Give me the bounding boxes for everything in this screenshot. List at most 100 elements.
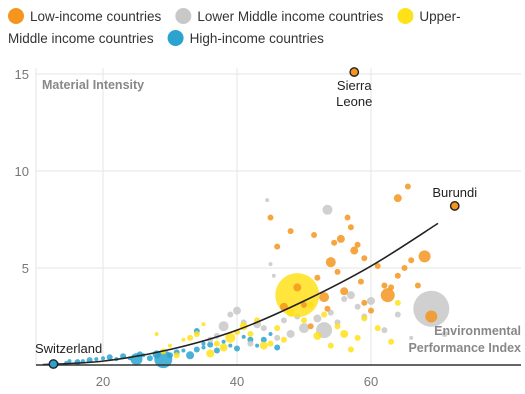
legend-marker-low bbox=[8, 8, 24, 24]
lower-point bbox=[381, 327, 388, 334]
low-point bbox=[374, 263, 381, 270]
upper-point bbox=[173, 352, 180, 359]
low-point bbox=[301, 301, 307, 308]
upper-point bbox=[206, 349, 215, 358]
upper-point bbox=[354, 334, 361, 341]
upper-point bbox=[307, 301, 314, 308]
lower-point bbox=[322, 204, 333, 215]
high-point bbox=[201, 345, 206, 350]
low-point bbox=[357, 278, 364, 285]
low-point bbox=[319, 292, 330, 303]
high-point bbox=[67, 359, 72, 364]
upper-point bbox=[213, 340, 220, 347]
annotation-label: Burundi bbox=[432, 185, 477, 200]
upper-point bbox=[347, 346, 354, 353]
upper-point bbox=[267, 340, 274, 347]
legend-label-upper_cont: Middle income countries bbox=[8, 31, 154, 46]
upper-point bbox=[247, 330, 254, 337]
legend-label-upper: Upper- bbox=[419, 9, 460, 24]
low-point bbox=[267, 214, 274, 221]
legend-marker-upper bbox=[397, 8, 414, 24]
high-point bbox=[241, 334, 246, 339]
high-point bbox=[274, 344, 281, 351]
lower-point bbox=[227, 311, 234, 318]
low-point bbox=[393, 194, 402, 203]
upper-point bbox=[201, 322, 206, 327]
upper-point bbox=[181, 337, 186, 342]
upper-point bbox=[259, 341, 268, 350]
upper-point bbox=[193, 330, 200, 337]
legend-marker-high bbox=[167, 30, 184, 46]
lower-point bbox=[218, 321, 229, 332]
high-point bbox=[167, 352, 173, 359]
x-tick-label: 40 bbox=[230, 374, 244, 389]
low-point bbox=[324, 305, 331, 312]
high-point bbox=[101, 356, 105, 361]
high-point bbox=[260, 336, 267, 343]
lower-point bbox=[280, 317, 287, 324]
upper-point bbox=[219, 343, 228, 352]
trend-curve bbox=[42, 222, 439, 366]
high-point bbox=[106, 354, 113, 361]
high-point bbox=[181, 348, 186, 353]
upper-point bbox=[280, 336, 287, 343]
low-point bbox=[331, 239, 338, 246]
low-point bbox=[325, 257, 336, 268]
gridlines bbox=[35, 68, 521, 365]
lower-point bbox=[394, 311, 401, 318]
low-point bbox=[347, 224, 354, 231]
annotated-point bbox=[449, 201, 460, 211]
high-point bbox=[255, 343, 260, 348]
low-point bbox=[350, 246, 359, 255]
lower-point bbox=[265, 198, 270, 203]
low-point bbox=[311, 232, 318, 239]
low-point bbox=[381, 282, 388, 289]
low-point bbox=[418, 250, 431, 263]
lower-point bbox=[313, 314, 322, 323]
low-point bbox=[361, 255, 368, 262]
y-tick-label: 10 bbox=[15, 164, 29, 179]
lower-point bbox=[286, 329, 295, 338]
upper-point bbox=[327, 342, 334, 349]
upper-point bbox=[168, 343, 172, 348]
high-point bbox=[94, 357, 99, 362]
high-point bbox=[74, 359, 81, 366]
y-tick-label: 5 bbox=[22, 261, 29, 276]
lower-point bbox=[409, 335, 414, 340]
low-point bbox=[368, 307, 374, 314]
upper-point bbox=[334, 323, 341, 330]
low-point bbox=[354, 241, 361, 248]
low-point bbox=[380, 288, 395, 303]
low-point bbox=[401, 265, 408, 271]
upper-point bbox=[374, 325, 381, 332]
low-point bbox=[361, 299, 368, 306]
lower-point bbox=[341, 296, 348, 303]
low-point bbox=[425, 310, 438, 323]
x-axis-ticks: 20 40 60 bbox=[96, 374, 378, 389]
lower-point bbox=[247, 340, 254, 347]
annotation-label: Switzerland bbox=[35, 341, 102, 356]
high-point bbox=[228, 343, 233, 348]
high-point bbox=[213, 347, 220, 354]
low-point bbox=[314, 274, 321, 281]
y-axis-label: Material Intensity bbox=[42, 78, 144, 92]
low-point bbox=[336, 234, 345, 243]
high-point bbox=[221, 339, 226, 344]
high-point bbox=[186, 351, 195, 360]
upper-point bbox=[340, 329, 349, 338]
low-point bbox=[388, 284, 395, 291]
low-point bbox=[293, 283, 302, 292]
data-points bbox=[53, 68, 459, 369]
trend-line bbox=[42, 222, 439, 366]
x-tick-label: 60 bbox=[364, 374, 378, 389]
annotated-point bbox=[349, 67, 360, 77]
x-tick-label: 20 bbox=[96, 374, 110, 389]
lower-point bbox=[233, 306, 241, 315]
lower-point bbox=[260, 325, 267, 332]
upper-point bbox=[187, 334, 194, 341]
low-point bbox=[404, 183, 411, 190]
upper-point bbox=[394, 299, 401, 306]
y-axis-ticks: 5 10 15 bbox=[15, 67, 29, 276]
lower-point bbox=[274, 334, 281, 341]
